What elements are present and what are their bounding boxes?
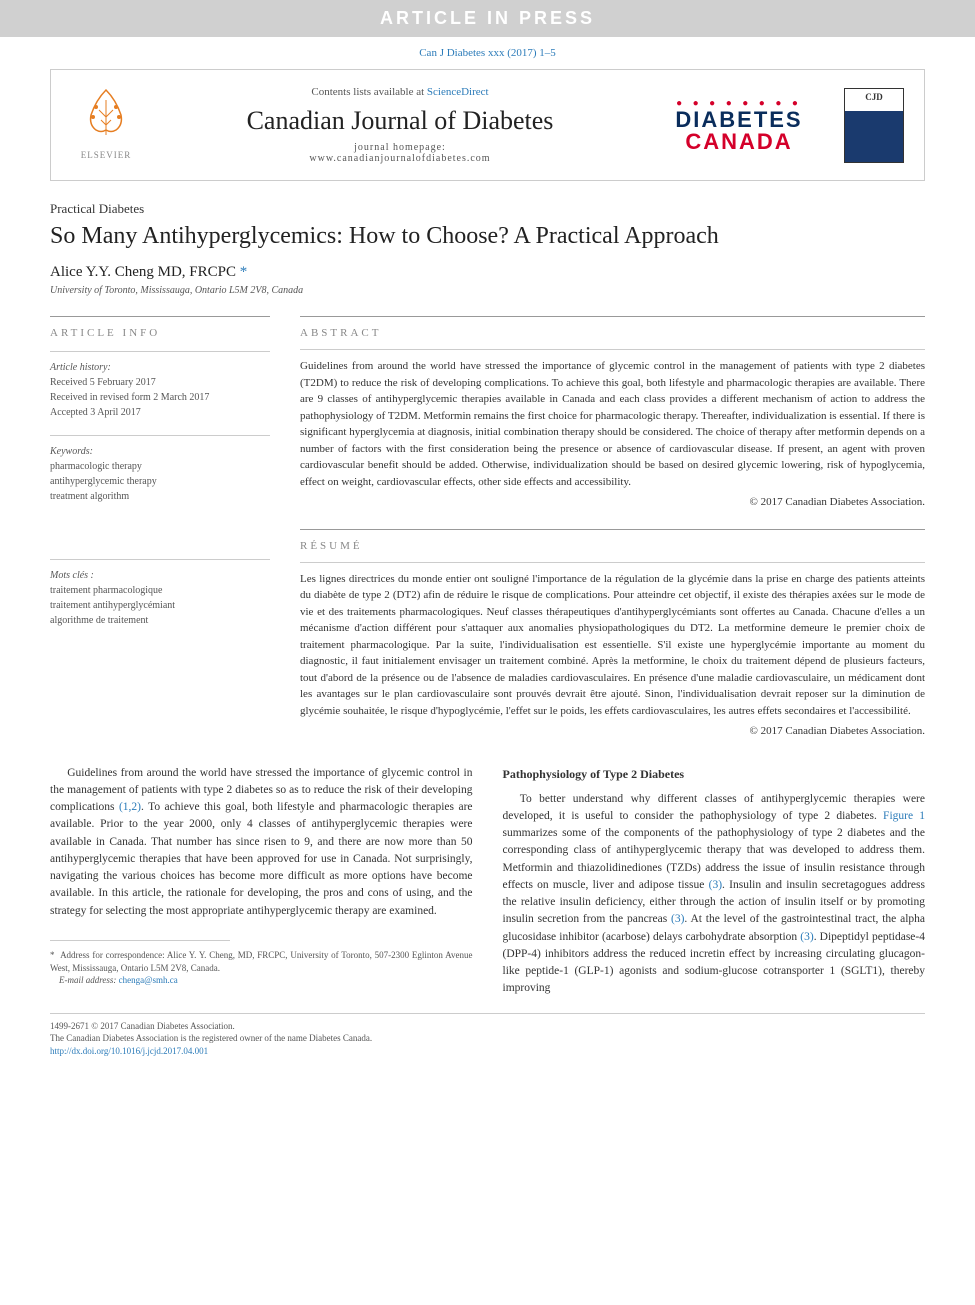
contents-line: Contents lists available at ScienceDirec… [166, 86, 634, 98]
diabetes-logo-line1: DIABETES [649, 109, 829, 131]
resume-body: Les lignes directrices du monde entier o… [300, 573, 925, 717]
contents-prefix: Contents lists available at [311, 86, 426, 98]
figure-1-link[interactable]: Figure 1 [883, 810, 925, 822]
cite-3a[interactable]: (3) [709, 879, 722, 891]
article-in-press-banner: ARTICLE IN PRESS [0, 0, 975, 37]
received-date: Received 5 February 2017 [50, 375, 270, 390]
abstract-header: ABSTRACT [300, 316, 925, 339]
journal-header: ELSEVIER Contents lists available at Sci… [50, 69, 925, 181]
resume-copyright: © 2017 Canadian Diabetes Association. [300, 723, 925, 740]
keywords-list: pharmacologic therapy antihyperglycemic … [50, 459, 270, 504]
abstract-copyright: © 2017 Canadian Diabetes Association. [300, 494, 925, 511]
body-col-right: Pathophysiology of Type 2 Diabetes To be… [503, 765, 926, 998]
abstract-text: Guidelines from around the world have st… [300, 349, 925, 511]
owner-statement: The Canadian Diabetes Association is the… [50, 1032, 925, 1045]
issn-copyright: 1499-2671 © 2017 Canadian Diabetes Assoc… [50, 1020, 925, 1033]
revised-date: Received in revised form 2 March 2017 [50, 390, 270, 405]
corr-text: Address for correspondence: Alice Y. Y. … [50, 950, 473, 973]
article-info-header: ARTICLE INFO [50, 316, 270, 339]
abstract-body: Guidelines from around the world have st… [300, 360, 925, 488]
pathophys-heading: Pathophysiology of Type 2 Diabetes [503, 765, 926, 783]
homepage-url[interactable]: www.canadianjournalofdiabetes.com [166, 153, 634, 164]
pathophys-paragraph: To better understand why different class… [503, 791, 926, 998]
email-label: E-mail address: [59, 975, 116, 985]
citation-line: Can J Diabetes xxx (2017) 1–5 [0, 37, 975, 69]
p2-text-a: To better understand why different class… [503, 793, 926, 822]
abstract-column: ABSTRACT Guidelines from around the worl… [300, 316, 925, 740]
corr-email[interactable]: chenga@smh.ca [119, 975, 178, 985]
resume-header: RÉSUMÉ [300, 529, 925, 552]
article-history: Article history: Received 5 February 201… [50, 351, 270, 420]
header-center: Contents lists available at ScienceDirec… [166, 86, 634, 164]
article-info-column: ARTICLE INFO Article history: Received 5… [50, 316, 270, 740]
article-title: So Many Antihyperglycemics: How to Choos… [50, 221, 925, 252]
footnote-separator [50, 940, 230, 941]
correspondence: * Address for correspondence: Alice Y. Y… [50, 949, 473, 987]
body-columns: Guidelines from around the world have st… [50, 765, 925, 998]
author-name: Alice Y.Y. Cheng MD, FRCPC [50, 264, 236, 280]
author-line: Alice Y.Y. Cheng MD, FRCPC * [50, 264, 925, 281]
body-col-left: Guidelines from around the world have st… [50, 765, 473, 998]
diabetes-logo-line2: CANADA [649, 131, 829, 153]
elsevier-tree-icon [71, 85, 141, 145]
affiliation: University of Toronto, Mississauga, Onta… [50, 285, 925, 296]
accepted-date: Accepted 3 April 2017 [50, 405, 270, 420]
intro-paragraph: Guidelines from around the world have st… [50, 765, 473, 920]
footer-bar: 1499-2671 © 2017 Canadian Diabetes Assoc… [50, 1013, 925, 1058]
diabetes-canada-logo: ● ● ● ● ● ● ● ● DIABETES CANADA [649, 98, 829, 153]
cite-3b[interactable]: (3) [671, 913, 684, 925]
intro-text-2: . To achieve this goal, both lifestyle a… [50, 801, 473, 917]
elsevier-logo[interactable]: ELSEVIER [71, 85, 141, 165]
keywords-label: Keywords: [50, 444, 270, 459]
mots-list: traitement pharmacologique traitement an… [50, 583, 270, 628]
resume-text: Les lignes directrices du monde entier o… [300, 562, 925, 740]
journal-name: Canadian Journal of Diabetes [166, 106, 634, 136]
mots-cles-block: Mots clés : traitement pharmacologique t… [50, 559, 270, 628]
author-corr-marker[interactable]: * [240, 264, 248, 280]
cjd-cover-badge: CJD [844, 88, 904, 163]
mots-label: Mots clés : [50, 568, 270, 583]
keywords-block: Keywords: pharmacologic therapy antihype… [50, 435, 270, 504]
cjd-label: CJD [845, 89, 903, 102]
corr-marker: * [50, 950, 55, 960]
cite-1-2[interactable]: (1,2) [119, 801, 141, 813]
sciencedirect-link[interactable]: ScienceDirect [427, 86, 489, 98]
elsevier-label: ELSEVIER [71, 150, 141, 160]
homepage-label: journal homepage: [166, 142, 634, 153]
article-section: Practical Diabetes [50, 201, 925, 217]
doi-link[interactable]: http://dx.doi.org/10.1016/j.jcjd.2017.04… [50, 1046, 208, 1056]
history-label: Article history: [50, 360, 270, 375]
cite-3c[interactable]: (3) [800, 931, 813, 943]
